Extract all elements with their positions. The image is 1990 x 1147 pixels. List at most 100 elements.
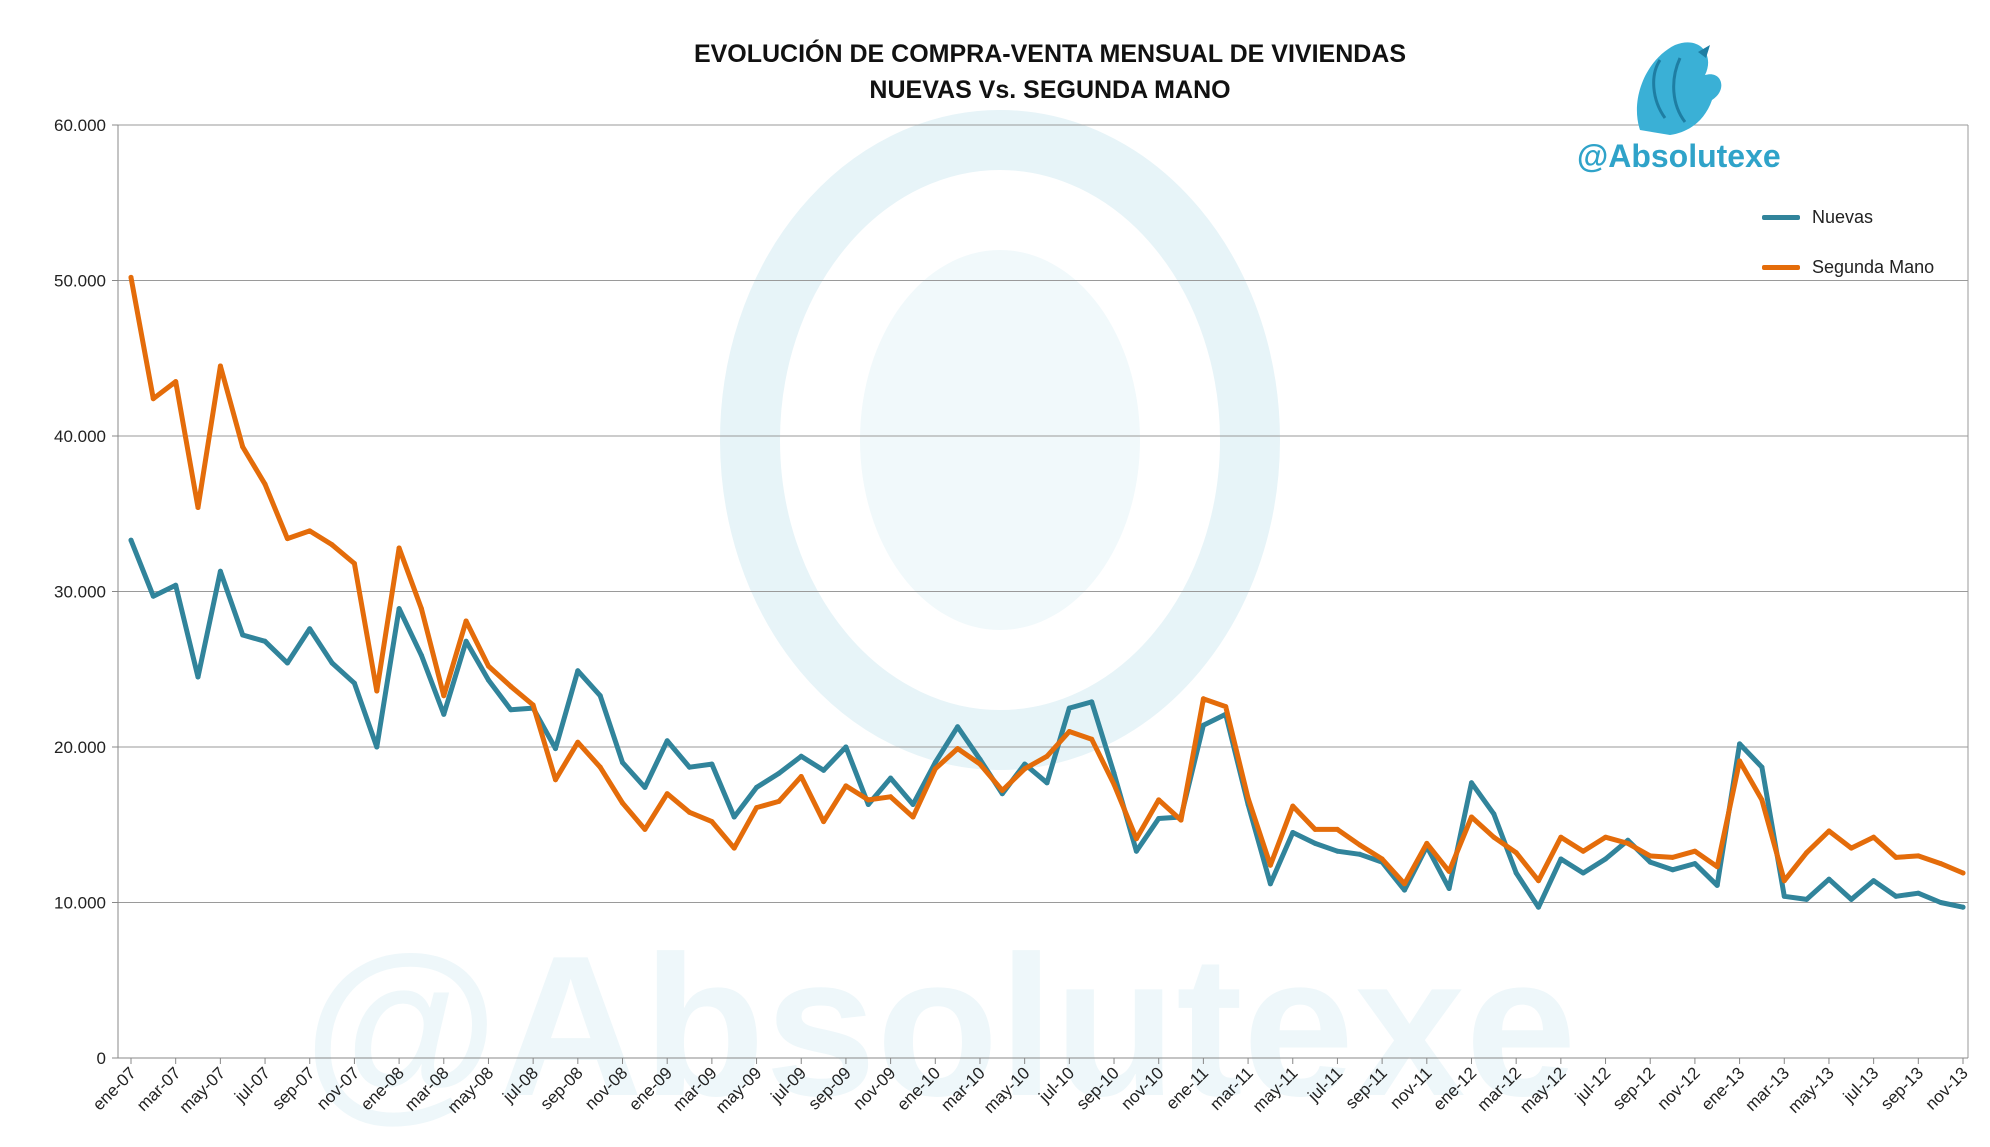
- data-point-nuevas: [1759, 764, 1765, 770]
- data-point-segunda-mano: [1245, 795, 1251, 801]
- data-point-segunda-mano: [418, 606, 424, 612]
- data-point-segunda-mano: [150, 396, 156, 402]
- data-point-nuevas: [664, 738, 670, 744]
- watermark-handle: @Absolutexe: [1577, 138, 1781, 174]
- data-point-nuevas: [1714, 882, 1720, 888]
- data-point-nuevas: [642, 784, 648, 790]
- data-point-segunda-mano: [977, 761, 983, 767]
- data-point-segunda-mano: [731, 845, 737, 851]
- data-point-segunda-mano: [1558, 834, 1564, 840]
- data-point-nuevas: [1938, 900, 1944, 905]
- data-point-segunda-mano: [620, 800, 625, 806]
- x-tick-label: sep-12: [1609, 1063, 1659, 1113]
- data-point-segunda-mano: [1156, 797, 1162, 803]
- data-point-segunda-mano: [1022, 766, 1028, 772]
- data-point-segunda-mano: [508, 683, 514, 689]
- data-point-segunda-mano: [999, 788, 1005, 793]
- data-point-segunda-mano: [776, 798, 782, 804]
- y-tick-label: 0: [97, 1049, 106, 1068]
- data-point-nuevas: [329, 660, 335, 666]
- data-point-segunda-mano: [1469, 814, 1474, 820]
- data-point-segunda-mano: [1357, 842, 1363, 848]
- data-point-segunda-mano: [1647, 853, 1653, 859]
- data-point-segunda-mano: [217, 363, 223, 369]
- legend-item-nuevas[interactable]: Nuevas: [1762, 192, 1982, 242]
- x-tick-label: mar-07: [133, 1063, 185, 1115]
- data-point-segunda-mano: [1178, 817, 1184, 823]
- data-point-nuevas: [575, 668, 581, 674]
- data-point-nuevas: [1111, 770, 1117, 776]
- data-point-segunda-mano: [1915, 853, 1921, 859]
- data-point-nuevas: [217, 568, 223, 574]
- data-point-segunda-mano: [1379, 856, 1385, 862]
- data-point-nuevas: [351, 680, 357, 686]
- data-point-segunda-mano: [1938, 861, 1944, 867]
- data-point-segunda-mano: [575, 739, 581, 745]
- legend-label-nuevas: Nuevas: [1812, 206, 1874, 227]
- data-point-segunda-mano: [1111, 781, 1117, 787]
- series-lines: [128, 274, 1966, 910]
- data-point-nuevas: [1089, 699, 1095, 705]
- data-point-nuevas: [865, 802, 871, 807]
- data-point-nuevas: [1603, 856, 1608, 862]
- data-point-nuevas: [597, 693, 603, 699]
- data-point-nuevas: [1580, 870, 1586, 876]
- data-point-nuevas: [687, 764, 692, 770]
- data-point-nuevas: [1200, 722, 1206, 728]
- data-point-nuevas: [821, 767, 827, 773]
- data-point-nuevas: [910, 802, 916, 807]
- legend-swatch-nuevas: [1762, 214, 1800, 220]
- data-point-nuevas: [1290, 830, 1296, 835]
- data-point-nuevas: [1915, 890, 1921, 896]
- chart-title: EVOLUCIÓN DE COMPRA-VENTA MENSUAL DE VIV…: [693, 40, 1407, 68]
- data-point-segunda-mano: [1603, 834, 1608, 840]
- legend-label-segunda-mano: Segunda Mano: [1812, 256, 1935, 277]
- data-point-nuevas: [173, 582, 179, 588]
- data-point-segunda-mano: [754, 805, 760, 811]
- data-point-nuevas: [620, 760, 625, 765]
- data-point-segunda-mano: [1290, 803, 1296, 809]
- data-point-segunda-mano: [486, 663, 491, 669]
- data-point-nuevas: [754, 784, 760, 790]
- data-point-nuevas: [709, 761, 715, 767]
- data-point-segunda-mano: [284, 536, 290, 542]
- data-point-nuevas: [932, 760, 938, 765]
- data-point-segunda-mano: [553, 777, 558, 783]
- data-point-segunda-mano: [1200, 696, 1206, 702]
- data-point-nuevas: [1871, 878, 1877, 884]
- y-tick-label: 50.000: [54, 272, 106, 291]
- data-point-nuevas: [843, 744, 849, 750]
- data-point-nuevas: [1267, 881, 1273, 887]
- data-point-segunda-mano: [865, 797, 871, 803]
- data-point-segunda-mano: [1066, 729, 1072, 734]
- data-point-segunda-mano: [1446, 868, 1452, 874]
- data-point-nuevas: [1692, 861, 1698, 867]
- x-tick-label: nov-12: [1654, 1063, 1704, 1113]
- griffin-logo-feathers: [1652, 57, 1687, 123]
- data-point-segunda-mano: [932, 766, 938, 772]
- legend-item-segunda-mano[interactable]: Segunda Mano: [1762, 242, 1982, 292]
- data-point-nuevas: [798, 753, 804, 759]
- data-point-nuevas: [731, 814, 737, 820]
- data-point-nuevas: [1558, 856, 1564, 862]
- data-point-nuevas: [508, 707, 514, 713]
- legend-swatch-segunda-mano: [1762, 264, 1800, 270]
- x-tick-label: ene-07: [89, 1063, 140, 1114]
- data-point-segunda-mano: [1625, 840, 1631, 846]
- data-point-nuevas: [1066, 705, 1072, 711]
- data-point-segunda-mano: [1893, 854, 1899, 860]
- data-point-segunda-mano: [821, 819, 827, 825]
- watermark-emblem: [720, 110, 1280, 770]
- data-point-nuevas: [374, 744, 380, 750]
- data-point-segunda-mano: [1848, 845, 1854, 851]
- data-point-segunda-mano: [1714, 864, 1720, 870]
- data-point-nuevas: [128, 537, 134, 543]
- data-point-nuevas: [418, 652, 424, 658]
- data-point-nuevas: [1826, 876, 1832, 882]
- data-point-segunda-mano: [351, 561, 357, 566]
- data-point-nuevas: [195, 674, 201, 680]
- data-point-nuevas: [955, 724, 961, 730]
- data-point-segunda-mano: [910, 814, 916, 820]
- data-point-segunda-mano: [1402, 881, 1407, 887]
